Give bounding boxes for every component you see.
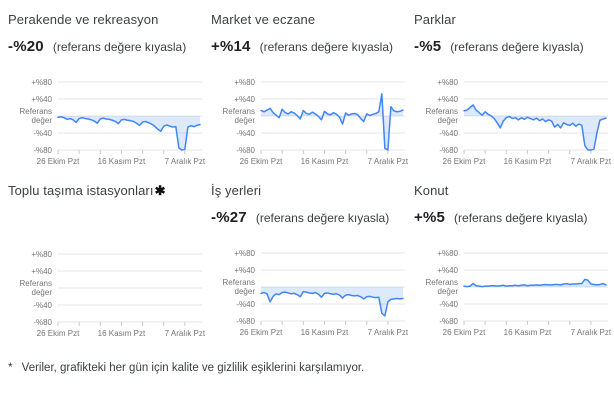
- svg-text:+%40: +%40: [437, 95, 458, 104]
- svg-text:16 Kasım Pzt: 16 Kasım Pzt: [98, 157, 146, 166]
- chart-title-workplaces: İş yerleri: [211, 183, 407, 198]
- svg-text:değer: değer: [438, 116, 459, 125]
- svg-text:26 Ekim Pzt: 26 Ekim Pzt: [37, 157, 80, 166]
- svg-text:-%40: -%40: [33, 129, 52, 138]
- percent-change-value: -%27: [211, 209, 247, 226]
- svg-text:+%40: +%40: [234, 95, 255, 104]
- svg-text:26 Ekim Pzt: 26 Ekim Pzt: [443, 328, 486, 337]
- chart-card-parks: Parklar -%5 (referans değere kıyasla) +%…: [414, 12, 612, 169]
- svg-text:+%40: +%40: [437, 266, 458, 275]
- svg-text:16 Kasım Pzt: 16 Kasım Pzt: [504, 157, 552, 166]
- value-row: +%5 (referans değere kıyasla): [414, 209, 610, 230]
- svg-text:-%40: -%40: [439, 129, 458, 138]
- svg-text:7 Aralık Pzt: 7 Aralık Pzt: [571, 328, 612, 337]
- svg-text:7 Aralık Pzt: 7 Aralık Pzt: [368, 157, 409, 166]
- svg-text:Referans: Referans: [223, 278, 255, 287]
- svg-text:-%80: -%80: [33, 318, 52, 327]
- value-row: -%27 (referans değere kıyasla): [211, 209, 407, 230]
- svg-text:değer: değer: [32, 116, 53, 125]
- svg-text:-%80: -%80: [439, 146, 458, 155]
- chart-card-retail-recreation: Perakende ve rekreasyon -%20 (referans d…: [8, 12, 206, 169]
- svg-text:16 Kasım Pzt: 16 Kasım Pzt: [301, 328, 349, 337]
- percent-change-value: -%20: [8, 38, 44, 55]
- svg-text:26 Ekim Pzt: 26 Ekim Pzt: [240, 328, 283, 337]
- percent-change-value: +%5: [414, 209, 446, 226]
- svg-text:+%80: +%80: [234, 249, 255, 258]
- svg-text:Referans: Referans: [426, 107, 458, 116]
- percent-change-value: +%14: [211, 38, 251, 55]
- svg-text:-%40: -%40: [236, 129, 255, 138]
- comparison-label: (referans değere kıyasla): [52, 40, 187, 54]
- chart-title-text: Konut: [414, 183, 449, 198]
- svg-text:Referans: Referans: [426, 278, 458, 287]
- chart-title-text: Toplu taşıma istasyonları: [8, 183, 154, 198]
- svg-text:+%80: +%80: [31, 250, 52, 259]
- svg-text:Referans: Referans: [20, 107, 52, 116]
- svg-text:16 Kasım Pzt: 16 Kasım Pzt: [98, 329, 146, 338]
- chart-title-text: Perakende ve rekreasyon: [8, 12, 159, 27]
- svg-text:Referans: Referans: [20, 279, 52, 288]
- chart-card-grocery-pharmacy: Market ve eczane +%14 (referans değere k…: [211, 12, 409, 169]
- svg-text:7 Aralık Pzt: 7 Aralık Pzt: [571, 157, 612, 166]
- comparison-label: (referans değere kıyasla): [454, 211, 588, 225]
- chart-card-workplaces: İş yerleri -%27 (referans değere kıyasla…: [211, 183, 409, 341]
- value-row: +%14 (referans değere kıyasla): [211, 38, 407, 59]
- chart-card-transit-stations: Toplu taşıma istasyonları✱ +%80 +%40 Refer…: [8, 183, 206, 341]
- chart-title-residential: Konut: [414, 183, 610, 198]
- svg-text:7 Aralık Pzt: 7 Aralık Pzt: [165, 157, 206, 166]
- svg-text:değer: değer: [32, 288, 53, 297]
- footnote-text: Veriler, grafikteki her gün için kalite …: [21, 362, 365, 374]
- footnote: * Veriler, grafikteki her gün için kalit…: [8, 360, 614, 374]
- svg-text:+%40: +%40: [31, 267, 52, 276]
- value-row: [8, 210, 204, 231]
- svg-text:7 Aralık Pzt: 7 Aralık Pzt: [165, 329, 206, 338]
- value-row: -%20 (referans değere kıyasla): [8, 38, 204, 59]
- chart-title-grocery-pharmacy: Market ve eczane: [211, 12, 407, 27]
- svg-text:16 Kasım Pzt: 16 Kasım Pzt: [504, 328, 552, 337]
- chart-card-residential: Konut +%5 (referans değere kıyasla) +%80…: [414, 183, 612, 341]
- svg-text:+%40: +%40: [234, 266, 255, 275]
- svg-text:değer: değer: [235, 287, 256, 296]
- svg-text:-%80: -%80: [236, 146, 255, 155]
- svg-text:26 Ekim Pzt: 26 Ekim Pzt: [240, 157, 283, 166]
- svg-text:+%80: +%80: [437, 249, 458, 258]
- svg-text:değer: değer: [438, 287, 459, 296]
- comparison-label: (referans değere kıyasla): [255, 211, 390, 225]
- svg-text:-%40: -%40: [33, 301, 52, 310]
- chart-title-parks: Parklar: [414, 12, 610, 27]
- svg-text:26 Ekim Pzt: 26 Ekim Pzt: [37, 329, 80, 338]
- percent-change-value: -%5: [414, 38, 442, 55]
- comparison-label: (referans değere kıyasla): [450, 40, 584, 54]
- svg-text:7 Aralık Pzt: 7 Aralık Pzt: [368, 328, 409, 337]
- svg-text:+%80: +%80: [234, 78, 255, 87]
- svg-text:-%40: -%40: [439, 300, 458, 309]
- quality-star-icon: ✱: [154, 183, 166, 198]
- svg-text:-%80: -%80: [236, 317, 255, 326]
- value-row: -%5 (referans değere kıyasla): [414, 38, 610, 59]
- comparison-label: (referans değere kıyasla): [259, 40, 393, 54]
- svg-text:değer: değer: [235, 116, 256, 125]
- svg-text:16 Kasım Pzt: 16 Kasım Pzt: [301, 157, 349, 166]
- svg-text:-%80: -%80: [439, 317, 458, 326]
- footnote-asterisk-icon: *: [8, 360, 13, 374]
- chart-title-text: İş yerleri: [211, 183, 262, 198]
- svg-text:-%80: -%80: [33, 146, 52, 155]
- svg-text:Referans: Referans: [223, 107, 255, 116]
- svg-text:+%40: +%40: [31, 95, 52, 104]
- chart-title-text: Market ve eczane: [211, 12, 316, 27]
- chart-title-transit-stations: Toplu taşıma istasyonları✱: [8, 183, 204, 199]
- mobility-report-grid: Perakende ve rekreasyon -%20 (referans d…: [8, 12, 612, 341]
- chart-title-retail-recreation: Perakende ve rekreasyon: [8, 12, 204, 27]
- svg-text:+%80: +%80: [31, 78, 52, 87]
- svg-text:+%80: +%80: [437, 78, 458, 87]
- chart-title-text: Parklar: [414, 12, 456, 27]
- svg-text:-%40: -%40: [236, 300, 255, 309]
- svg-text:26 Ekim Pzt: 26 Ekim Pzt: [443, 157, 486, 166]
